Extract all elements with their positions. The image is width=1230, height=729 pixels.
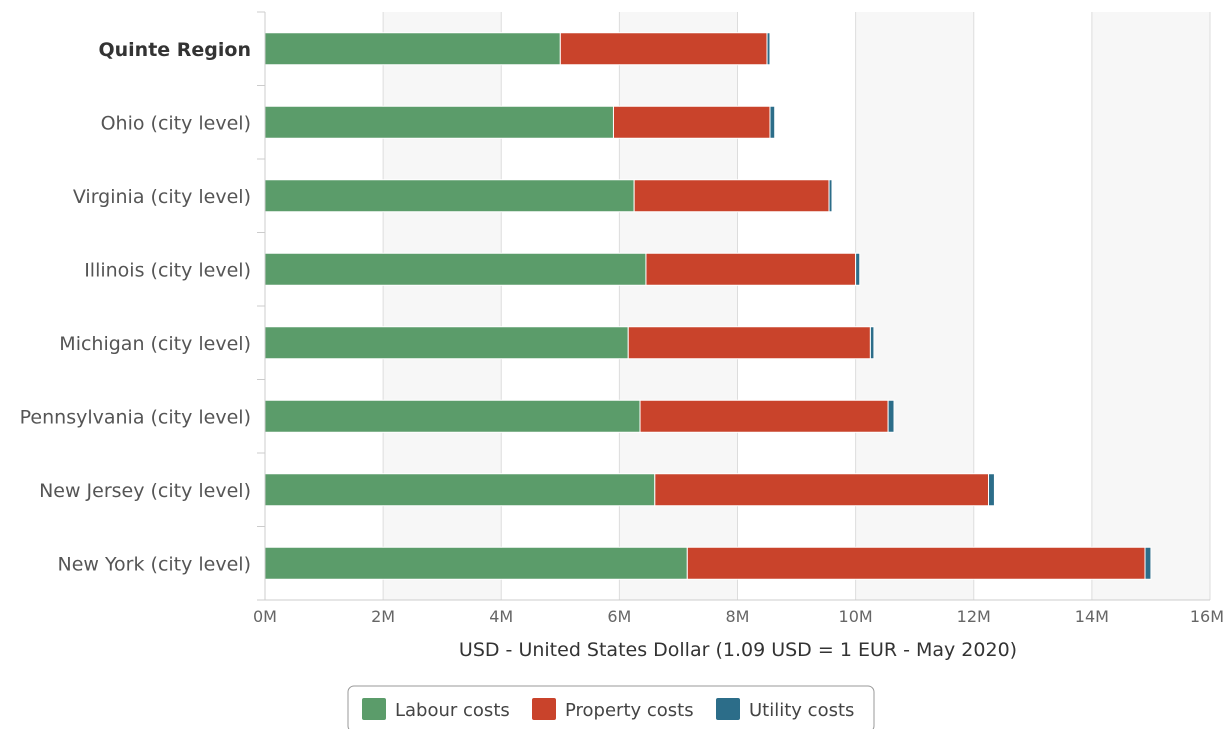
legend-swatch xyxy=(362,698,386,720)
bar-segment xyxy=(887,399,895,433)
plot-band xyxy=(855,12,974,600)
x-tick-label: 4M xyxy=(489,607,513,626)
bar-segment xyxy=(645,252,857,286)
legend: Labour costs Property costs Utility costs xyxy=(347,685,875,729)
bar-segment xyxy=(264,179,635,213)
bar-segment xyxy=(766,32,771,66)
bar-segment xyxy=(686,546,1146,580)
bar-segment xyxy=(769,105,776,139)
x-tick-label: 16M xyxy=(1190,607,1224,626)
x-tick-labels: 0M 2M 4M 6M 8M 10M 12M 14M 16M xyxy=(253,607,1224,626)
x-tick-label: 2M xyxy=(371,607,395,626)
category-label: Virginia (city level) xyxy=(73,186,251,208)
axes xyxy=(257,11,1210,601)
x-tick-label: 14M xyxy=(1075,607,1109,626)
bar-segment xyxy=(988,473,995,507)
plot-band xyxy=(265,12,384,600)
category-label: Quinte Region xyxy=(98,39,251,61)
x-tick-label: 8M xyxy=(726,607,750,626)
x-tick-label: 12M xyxy=(957,607,991,626)
bar-segment xyxy=(1144,546,1152,580)
bar-segment xyxy=(633,179,830,213)
plot-band xyxy=(1091,12,1210,600)
bar-segment xyxy=(869,326,875,360)
x-tick-label: 6M xyxy=(607,607,631,626)
bar-segment xyxy=(264,105,614,139)
legend-label[interactable]: Utility costs xyxy=(749,700,854,721)
legend-swatch xyxy=(716,698,740,720)
x-tick-label: 10M xyxy=(839,607,873,626)
bar-segment xyxy=(264,399,641,433)
category-labels: Quinte Region Ohio (city level) Virginia (… xyxy=(20,39,251,576)
x-tick-label: 0M xyxy=(253,607,277,626)
category-label: Michigan (city level) xyxy=(59,333,251,355)
category-label: New Jersey (city level) xyxy=(39,480,251,502)
bar-segment xyxy=(828,179,833,213)
bar-segment xyxy=(612,105,771,139)
x-axis-title: USD - United States Dollar (1.09 USD = 1… xyxy=(459,639,1017,661)
bar-segment xyxy=(639,399,889,433)
plot-band xyxy=(501,12,620,600)
bar-segment xyxy=(264,546,688,580)
category-label: Illinois (city level) xyxy=(84,259,251,281)
bar-segment xyxy=(559,32,768,66)
bars xyxy=(264,32,1152,580)
category-label: New York (city level) xyxy=(57,553,251,575)
bar-segment xyxy=(855,252,861,286)
bar-segment xyxy=(264,252,647,286)
bar-segment xyxy=(654,473,990,507)
bar-segment xyxy=(627,326,871,360)
plot-band xyxy=(619,12,738,600)
legend-box xyxy=(347,685,875,729)
bar-segment xyxy=(264,326,629,360)
legend-label[interactable]: Labour costs xyxy=(395,700,510,721)
bar-segment xyxy=(264,473,656,507)
legend-label[interactable]: Property costs xyxy=(565,700,694,721)
plot-band xyxy=(973,12,1092,600)
plot-band xyxy=(383,12,502,600)
legend-swatch xyxy=(532,698,556,720)
category-label: Pennsylvania (city level) xyxy=(20,406,251,428)
category-label: Ohio (city level) xyxy=(101,112,251,134)
bar-segment xyxy=(264,32,561,66)
plot-band xyxy=(737,12,856,600)
